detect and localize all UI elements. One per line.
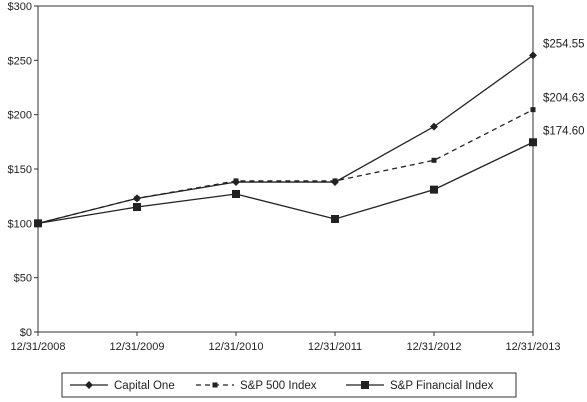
y-tick-label: $150 [8,164,32,176]
series-sp-financial-index [34,138,537,228]
data-point [233,178,239,184]
series-capital-one [34,51,537,228]
data-point [232,189,240,198]
y-tick-label: $200 [8,110,32,122]
x-tick-label: 12/31/2011 [308,341,362,353]
legend-label: S&P Financial Index [390,380,494,392]
legend-entry-sp-financial-index: S&P Financial Index [346,380,494,392]
y-tick-label: $0 [20,327,32,339]
x-tick-label: 12/31/2010 [208,341,263,353]
end-value-label: $174.60 [543,125,585,137]
end-labels: $254.55 $204.63 $174.60 [543,38,585,137]
data-point [134,195,140,201]
y-tick-label: $300 [8,1,32,13]
data-point [430,122,438,131]
data-point [332,178,338,184]
y-tick-label: $50 [14,273,32,285]
y-tick-label: $250 [8,55,32,67]
x-tick-label: 12/31/2013 [505,341,560,353]
x-tick-label: 12/31/2009 [109,341,164,353]
series-line [37,54,534,224]
data-point [430,185,438,194]
series-layer [34,51,537,228]
x-tick-label: 12/31/2012 [406,341,461,353]
data-point [431,157,437,163]
legend: Capital One S&P 500 Index S&P Financial In… [61,372,517,398]
legend-entry-capital-one: Capital One [70,380,175,392]
legend-marker [85,381,93,389]
legend-marker [361,381,369,389]
data-point [529,138,537,147]
legend-entry-sp-500-index: S&P 500 Index [196,380,317,392]
legend-label: S&P 500 Index [240,380,317,392]
axes: $0 $50 $100 $150 $200 $250 $300 12/31/2008 12/31… [8,1,561,353]
data-point [133,203,141,212]
y-tick-label: $100 [8,218,32,230]
legend-label: Capital One [114,380,175,392]
data-point [331,214,339,223]
end-value-label: $204.63 [543,93,585,105]
x-tick-label: 12/31/2008 [10,341,65,353]
series-sp-500-index [35,107,536,226]
legend-marker [212,382,218,388]
data-point [530,107,536,113]
data-point [34,219,42,228]
plot-frame [37,5,534,333]
legend-box [61,372,517,398]
series-line [37,109,534,224]
data-point [529,51,537,60]
end-value-label: $254.55 [543,38,585,50]
series-line [37,141,534,224]
